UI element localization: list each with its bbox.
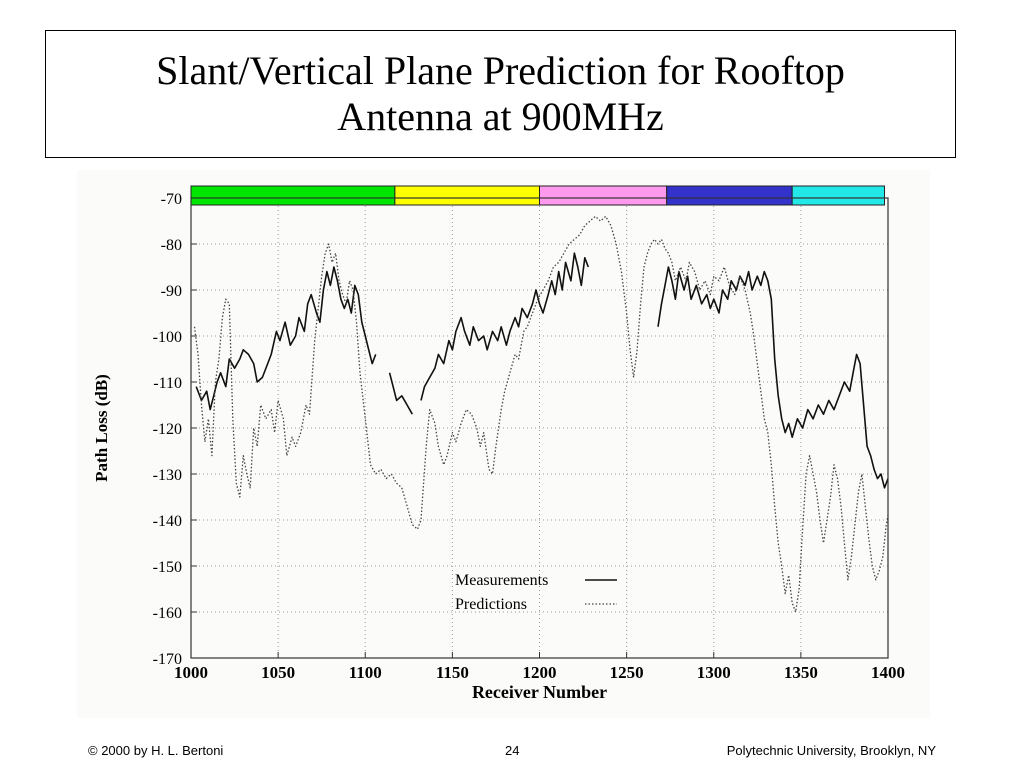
x-tick-label-1300: 1300 bbox=[697, 663, 731, 682]
y-tick-label-m140: -140 bbox=[153, 513, 182, 530]
region-bar-1 bbox=[394, 185, 540, 206]
region-bar-4 bbox=[791, 185, 886, 206]
y-tick-label-m90: -90 bbox=[161, 283, 182, 300]
y-tick-label-m160: -160 bbox=[153, 605, 182, 622]
x-tick-label-1400: 1400 bbox=[871, 663, 905, 682]
footer-page-number: 24 bbox=[505, 743, 520, 758]
y-tick-label-m170: -170 bbox=[153, 651, 182, 668]
series-predictions-segment-0 bbox=[193, 215, 888, 613]
footer-copyright: © 2000 by H. L. Bertoni bbox=[88, 743, 224, 758]
chart-figure: 1000 1050 1100 1150 1200 1250 1300 1350 1400 -70 -… bbox=[77, 170, 930, 718]
y-tick-label-m70: -70 bbox=[161, 191, 182, 208]
x-tick-label-1100: 1100 bbox=[349, 663, 382, 682]
footer-institution: Polytechnic University, Brooklyn, NY bbox=[726, 743, 936, 758]
y-tick-label-m100: -100 bbox=[153, 329, 182, 346]
x-tick-label-1000: 1000 bbox=[174, 663, 208, 682]
legend: Measurements Predictions bbox=[455, 572, 617, 613]
x-tick-label-1250: 1250 bbox=[610, 663, 644, 682]
x-tick-label-1350: 1350 bbox=[784, 663, 818, 682]
y-tick-label-m150: -150 bbox=[153, 559, 182, 576]
y-tick-label-m130: -130 bbox=[153, 467, 182, 484]
region-bar-2 bbox=[539, 185, 668, 206]
series-measurements-segment-3 bbox=[657, 266, 888, 489]
slide-title-box: Slant/Vertical Plane Prediction for Roof… bbox=[45, 30, 956, 158]
x-tick-label-1150: 1150 bbox=[436, 663, 469, 682]
legend-label-measurements: Measurements bbox=[455, 572, 548, 589]
slide-title-line-1: Slant/Vertical Plane Prediction for Roof… bbox=[156, 48, 845, 93]
grid-lines bbox=[191, 198, 888, 658]
legend-label-predictions: Predictions bbox=[455, 596, 527, 613]
region-bar-0 bbox=[190, 185, 396, 206]
series-lines bbox=[193, 215, 888, 613]
axes: 1000 1050 1100 1150 1200 1250 1300 1350 1400 -70 -… bbox=[153, 191, 905, 682]
x-tick-label-1200: 1200 bbox=[523, 663, 557, 682]
path-loss-chart: 1000 1050 1100 1150 1200 1250 1300 1350 1400 -70 -… bbox=[92, 185, 905, 702]
y-axis-label: Path Loss (dB) bbox=[92, 374, 111, 482]
region-bar-3 bbox=[666, 185, 793, 206]
x-tick-label-1050: 1050 bbox=[261, 663, 295, 682]
x-axis-label: Receiver Number bbox=[472, 682, 607, 702]
region-bars bbox=[190, 185, 886, 206]
y-tick-label-m80: -80 bbox=[161, 237, 182, 254]
y-tick-label-m120: -120 bbox=[153, 421, 182, 438]
series-measurements-segment-1 bbox=[388, 372, 413, 415]
series-measurements-segment-2 bbox=[420, 252, 590, 401]
slide-title-line-2: Antenna at 900MHz bbox=[337, 94, 664, 139]
y-tick-label-m110: -110 bbox=[153, 375, 182, 392]
series-measurements-segment-0 bbox=[195, 266, 377, 411]
